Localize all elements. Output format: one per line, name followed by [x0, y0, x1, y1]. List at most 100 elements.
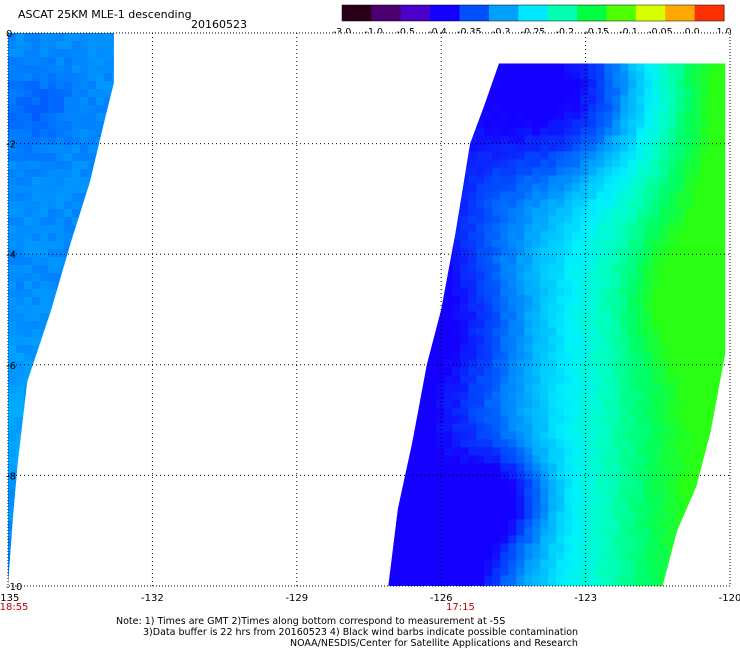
- swath-cell: [508, 167, 517, 176]
- swath-cell: [716, 287, 725, 296]
- swath-cell: [72, 217, 81, 226]
- swath-cell: [508, 303, 517, 312]
- swath-cell: [64, 585, 73, 586]
- swath-cell: [548, 119, 557, 128]
- swath-cell: [652, 319, 661, 328]
- swath-cell: [24, 305, 33, 314]
- swath-cell: [724, 319, 726, 328]
- swath-cell: [564, 287, 573, 296]
- swath-cell: [452, 335, 461, 344]
- swath-cell: [56, 137, 65, 146]
- swath-cell: [676, 399, 685, 408]
- swath-cell: [636, 519, 645, 528]
- swath-cell: [588, 543, 597, 552]
- swath-cell: [80, 145, 89, 154]
- swath-cell: [548, 543, 557, 552]
- swath-cell: [660, 543, 669, 552]
- swath-cell: [476, 287, 485, 296]
- swath-cell: [604, 447, 613, 456]
- swath-cell: [524, 375, 533, 384]
- swath-cell: [548, 415, 557, 424]
- swath-cell: [700, 271, 709, 280]
- swath-cell: [16, 129, 25, 138]
- swath-cell: [412, 423, 421, 432]
- swath-cell: [524, 407, 533, 416]
- swath-cell: [96, 113, 105, 122]
- swath-cell: [420, 527, 429, 536]
- swath-cell: [660, 103, 669, 112]
- swath-cell: [532, 351, 541, 360]
- swath-cell: [540, 415, 549, 424]
- swath-cell: [580, 383, 589, 392]
- swath-cell: [612, 415, 621, 424]
- swath-cell: [724, 71, 726, 80]
- swath-cell: [64, 41, 73, 50]
- swath-cell: [40, 161, 49, 170]
- swath-cell: [604, 535, 613, 544]
- swath-cell: [620, 71, 629, 80]
- swath-cell: [500, 359, 509, 368]
- swath-cell: [516, 383, 525, 392]
- swath-cell: [500, 207, 509, 216]
- swath-cell: [604, 399, 613, 408]
- swath-cell: [88, 145, 97, 154]
- swath-cell: [436, 335, 445, 344]
- swath-cell: [32, 281, 41, 290]
- swath-cell: [24, 225, 33, 234]
- swath-cell: [564, 575, 573, 584]
- swath-cell: [492, 183, 501, 192]
- swath-cell: [428, 575, 437, 584]
- swath-cell: [508, 527, 517, 536]
- swath-cell: [508, 159, 517, 168]
- swath-cell: [556, 335, 565, 344]
- swath-cell: [8, 385, 17, 394]
- swath-cell: [572, 519, 581, 528]
- swath-cell: [644, 559, 653, 568]
- swath-cell: [8, 81, 17, 90]
- swath-cell: [604, 95, 613, 104]
- swath-cell: [428, 351, 437, 360]
- swath-cell: [660, 423, 669, 432]
- swath-cell: [32, 345, 41, 354]
- swath-cell: [596, 567, 605, 576]
- swath-cell: [540, 303, 549, 312]
- swath-cell: [40, 65, 49, 74]
- swath-cell: [16, 297, 25, 306]
- swath-cell: [468, 439, 477, 448]
- swath-cell: [628, 87, 637, 96]
- swath-cell: [460, 583, 469, 586]
- swath-cell: [48, 81, 57, 90]
- swath-cell: [444, 383, 453, 392]
- swath-cell: [556, 63, 565, 72]
- swath-cell: [644, 319, 653, 328]
- swath-cell: [620, 455, 629, 464]
- swath-cell: [580, 359, 589, 368]
- swath-cell: [452, 543, 461, 552]
- swath-cell: [492, 559, 501, 568]
- swath-cell: [24, 209, 33, 218]
- swath-cell: [80, 153, 89, 162]
- swath-cell: [700, 199, 709, 208]
- swath-cell: [564, 551, 573, 560]
- swath-cell: [548, 479, 557, 488]
- swath-cell: [24, 345, 33, 354]
- swath-cell: [604, 343, 613, 352]
- swath-cell: [56, 65, 65, 74]
- swath-cell: [660, 199, 669, 208]
- swath-cell: [492, 159, 501, 168]
- swath-cell: [468, 327, 477, 336]
- swath-cell: [444, 295, 453, 304]
- swath-cell: [476, 127, 485, 136]
- swath-cell: [596, 319, 605, 328]
- colorbar-tick-label: 1.0: [716, 27, 731, 38]
- swath-cell: [492, 247, 501, 256]
- swath-cell: [492, 295, 501, 304]
- swath-cell: [700, 247, 709, 256]
- swath-cell: [492, 87, 501, 96]
- swath-cell: [460, 367, 469, 376]
- swath-cell: [16, 121, 25, 130]
- swath-cell: [564, 279, 573, 288]
- swath-cell: [588, 231, 597, 240]
- swath-cell: [692, 175, 701, 184]
- swath-cell: [88, 137, 97, 146]
